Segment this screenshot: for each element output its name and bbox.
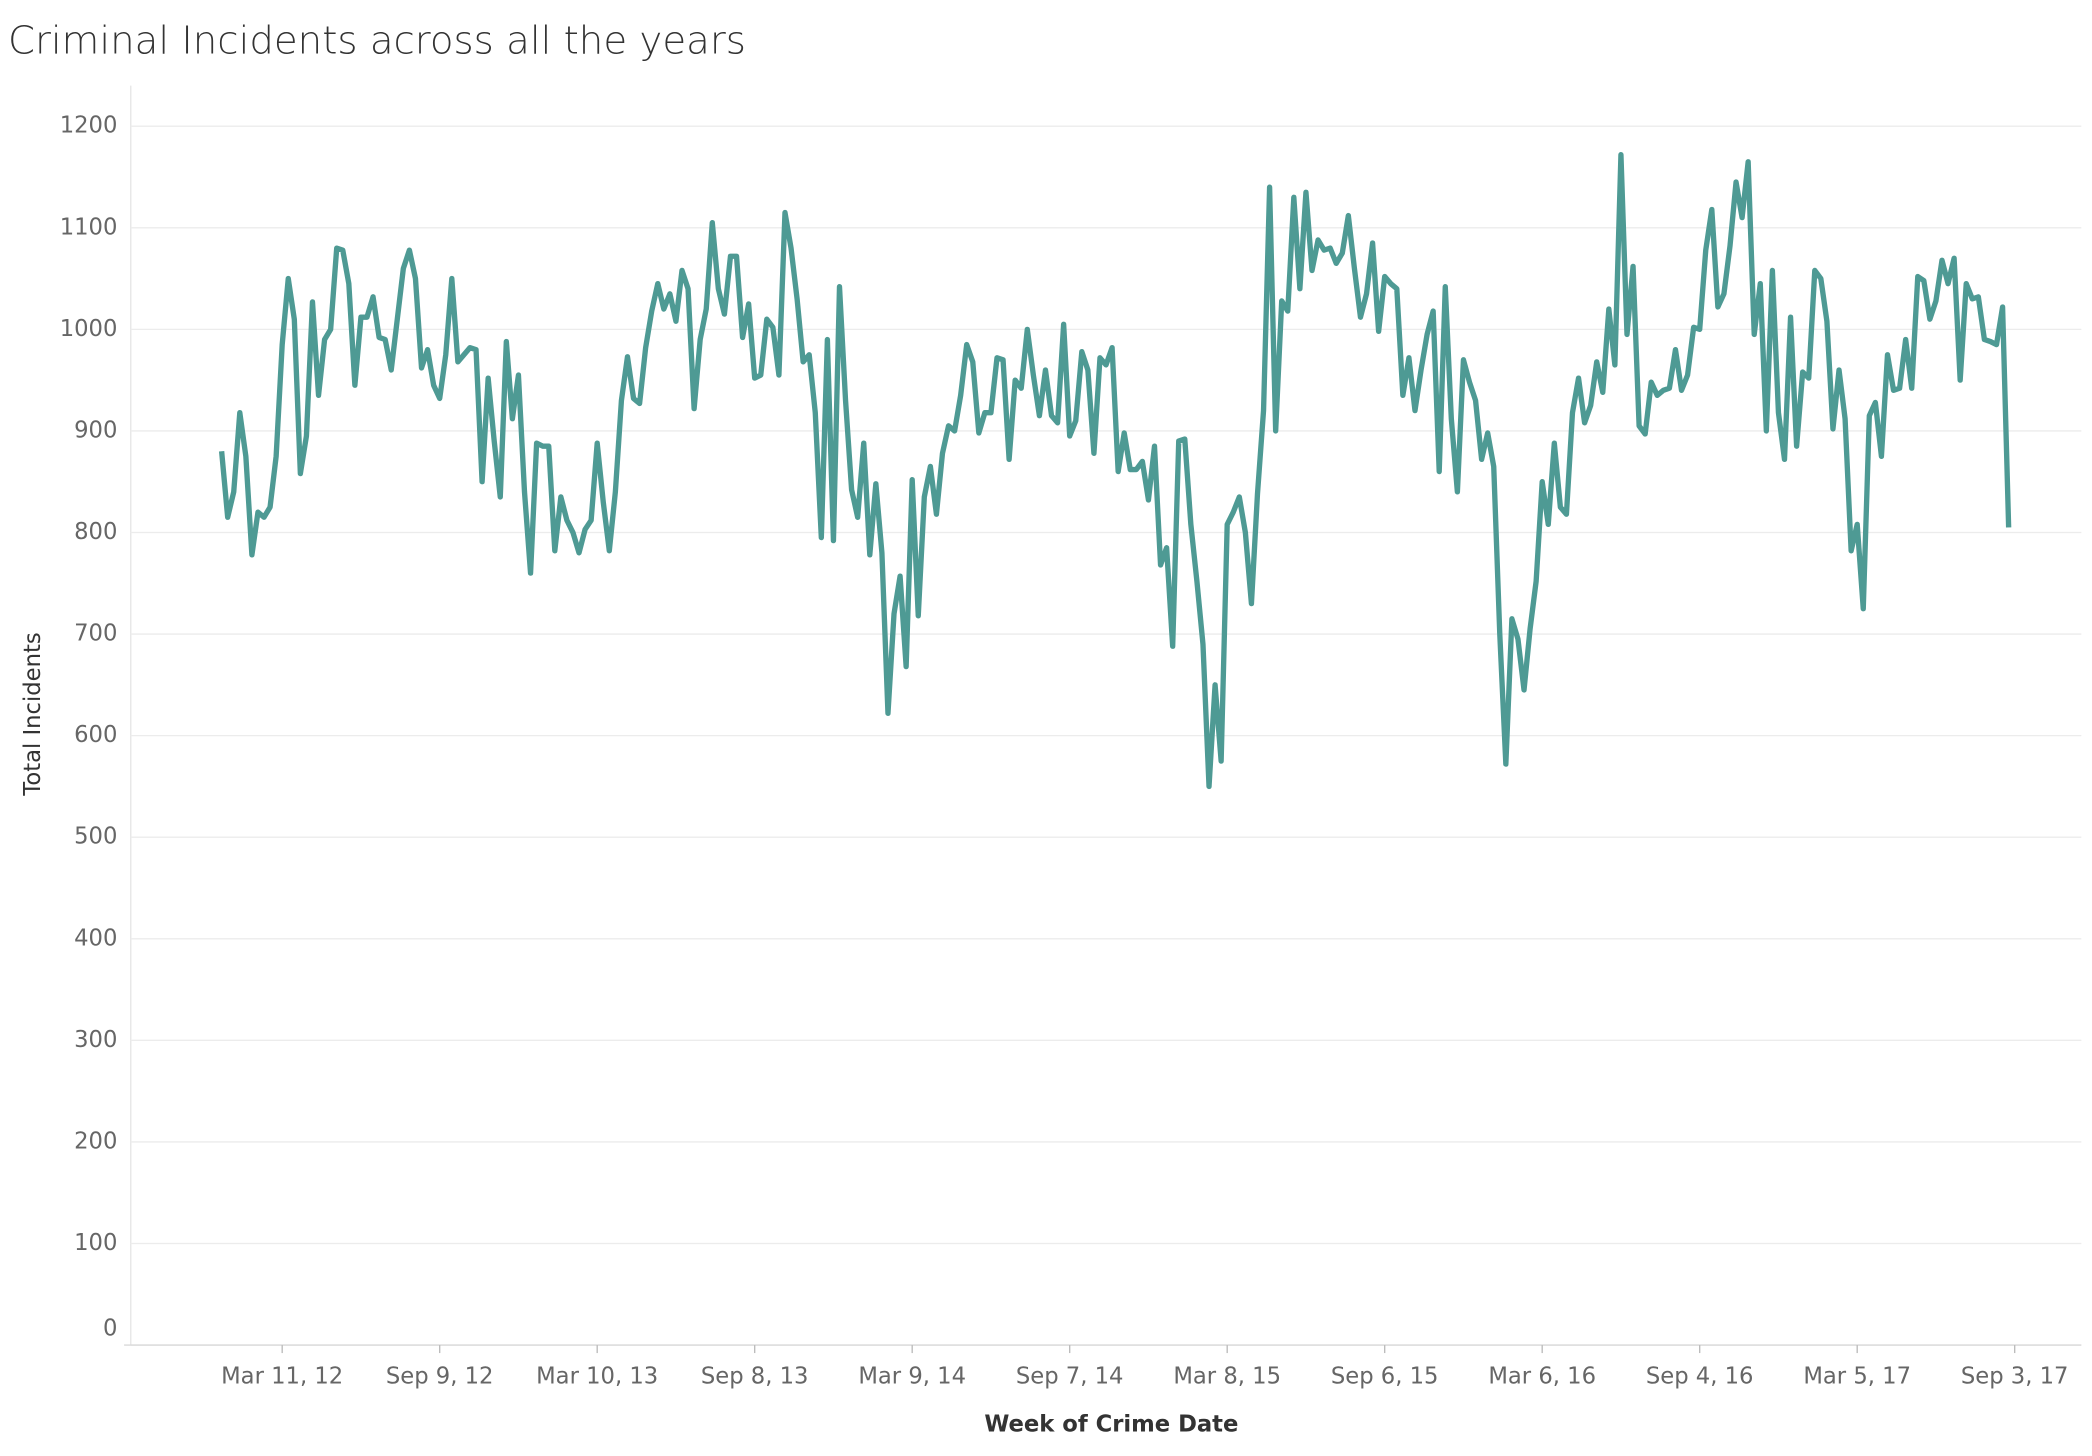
y-tick-label: 0 [103, 1316, 117, 1342]
y-tick-label: 600 [74, 722, 117, 748]
x-tick-label: Mar 11, 12 [221, 1364, 343, 1390]
x-tick-label: Sep 7, 14 [1016, 1364, 1124, 1390]
x-tick-label: Sep 8, 13 [701, 1364, 809, 1390]
y-tick-label: 500 [74, 824, 117, 850]
x-tick-label: Mar 6, 16 [1488, 1364, 1596, 1390]
y-tick-label: 900 [74, 417, 117, 443]
y-tick-label: 1100 [60, 214, 118, 240]
y-tick-label: 200 [74, 1128, 117, 1154]
x-tick-label: Sep 3, 17 [1961, 1364, 2069, 1390]
x-tick-label: Sep 9, 12 [386, 1364, 494, 1390]
y-tick-label: 800 [74, 519, 117, 545]
y-axis-title: Total Incidents [20, 632, 46, 796]
y-tick-label: 1200 [60, 113, 118, 139]
data-line [218, 151, 2012, 790]
y-tick-label: 100 [74, 1230, 117, 1256]
x-tick-label: Mar 10, 13 [536, 1364, 658, 1390]
y-tick-label: 300 [74, 1027, 117, 1053]
x-axis-title: Week of Crime Date [984, 1412, 1238, 1438]
x-tick-label: Mar 5, 17 [1803, 1364, 1911, 1390]
chart-title: Criminal Incidents across all the years [8, 18, 746, 63]
x-tick-label: Sep 4, 16 [1646, 1364, 1754, 1390]
y-tick-label: 700 [74, 621, 117, 647]
y-tick-label: 1000 [60, 316, 118, 342]
x-tick-label: Sep 6, 15 [1331, 1364, 1439, 1390]
x-tick-label: Mar 9, 14 [858, 1364, 966, 1390]
y-tick-label: 400 [74, 925, 117, 951]
x-tick-label: Mar 8, 15 [1173, 1364, 1281, 1390]
